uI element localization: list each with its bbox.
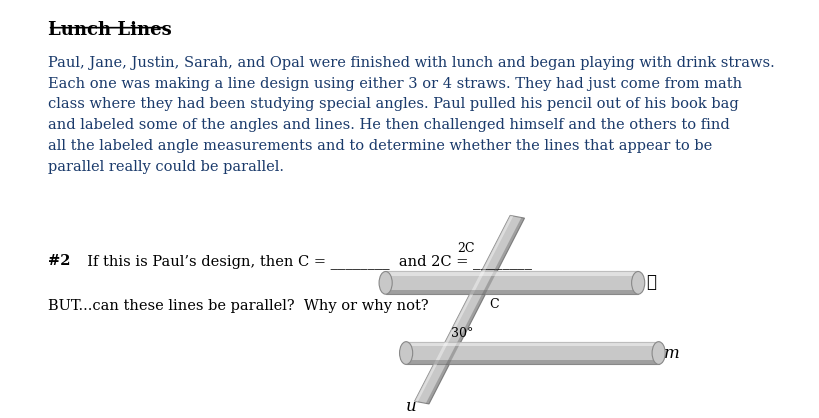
Text: ℓ: ℓ xyxy=(646,274,656,291)
Bar xyxy=(386,271,638,275)
Text: Paul, Jane, Justin, Sarah, and Opal were finished with lunch and began playing w: Paul, Jane, Justin, Sarah, and Opal were… xyxy=(48,56,775,174)
Text: C: C xyxy=(489,298,499,311)
Bar xyxy=(386,290,638,294)
Ellipse shape xyxy=(400,342,413,364)
Text: m: m xyxy=(664,344,680,362)
Polygon shape xyxy=(414,215,524,404)
Text: Lunch Lines: Lunch Lines xyxy=(48,20,171,38)
Bar xyxy=(406,360,658,364)
Ellipse shape xyxy=(631,271,645,294)
Text: BUT...can these lines be parallel?  Why or why not?: BUT...can these lines be parallel? Why o… xyxy=(48,299,428,314)
Bar xyxy=(406,342,658,364)
Text: #2: #2 xyxy=(48,254,70,268)
Bar xyxy=(406,342,658,346)
Polygon shape xyxy=(414,215,514,402)
Bar xyxy=(386,271,638,294)
Text: 30°: 30° xyxy=(450,326,473,339)
Text: If this is Paul’s design, then C = ________  and 2C = ________: If this is Paul’s design, then C = _____… xyxy=(79,254,532,269)
Text: 2C: 2C xyxy=(458,242,475,255)
Polygon shape xyxy=(426,217,524,404)
Ellipse shape xyxy=(652,342,665,364)
Text: u: u xyxy=(405,398,416,415)
Ellipse shape xyxy=(379,271,392,294)
